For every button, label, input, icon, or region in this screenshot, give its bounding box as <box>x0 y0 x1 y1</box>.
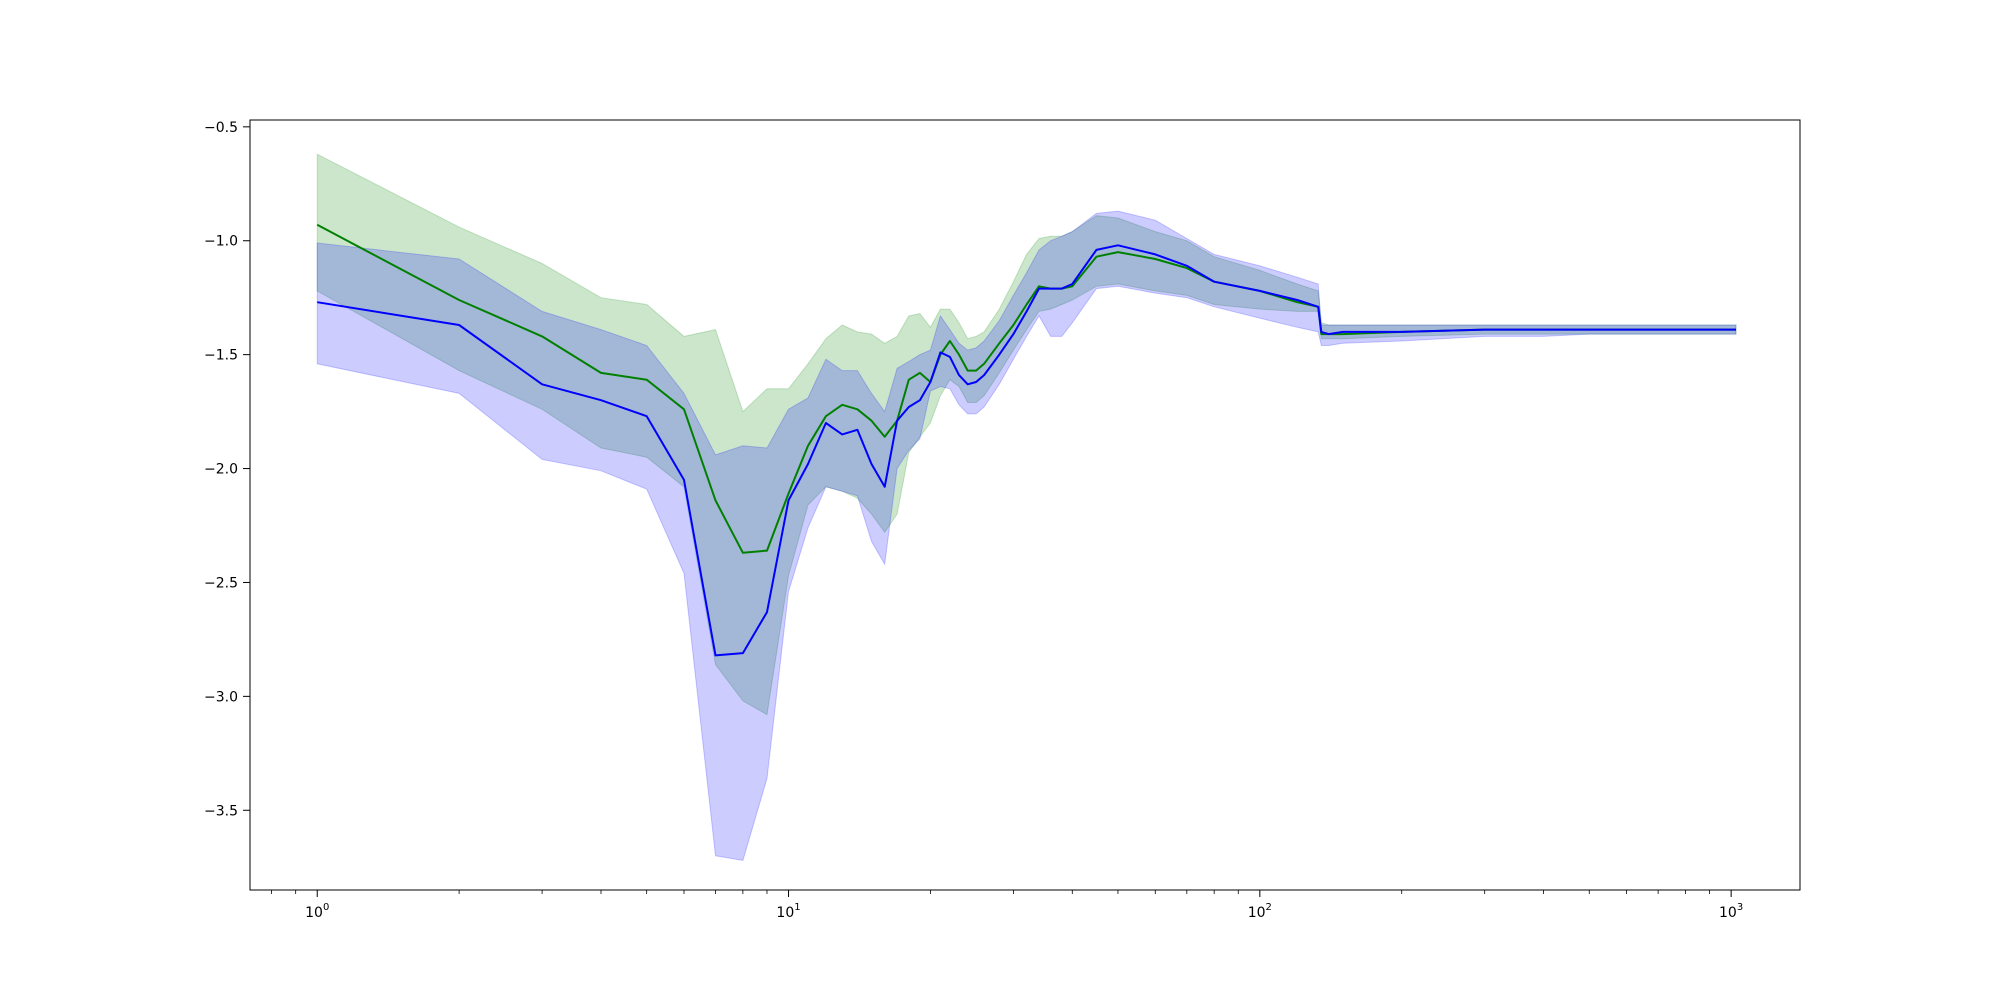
confidence-bands <box>316 153 1737 861</box>
series-lines <box>316 223 1736 657</box>
x-tick-label-exponent: 1 <box>794 902 800 913</box>
series-2-band <box>316 210 1737 861</box>
plot-frame <box>249 119 1801 891</box>
x-tick-label-base: 10 <box>1719 905 1737 921</box>
x-tick-label-base: 10 <box>1248 905 1266 921</box>
y-tick-label: −1.5 <box>204 348 238 364</box>
x-axis: 100 101 102 103 <box>271 890 1743 921</box>
x-tick-label-base: 10 <box>305 905 323 921</box>
x-tick-label: 102 <box>1248 902 1272 921</box>
x-tick-label-base: 10 <box>776 905 794 921</box>
series-1-band <box>316 153 1737 716</box>
y-tick-label: −2.5 <box>204 575 238 591</box>
x-tick-label-exponent: 2 <box>1266 902 1272 913</box>
x-tick-label: 103 <box>1719 902 1743 921</box>
y-tick-label: −0.5 <box>204 120 238 136</box>
x-tick-label-exponent: 3 <box>1737 902 1743 913</box>
y-tick-label: −2.0 <box>204 462 238 478</box>
y-tick-label: −3.5 <box>204 803 238 819</box>
x-tick-label: 100 <box>305 902 329 921</box>
y-axis: −0.5 −1.0 −1.5 −2.0 −2.5 −3.0 −3.5 <box>204 120 250 819</box>
x-tick-label: 101 <box>776 902 800 921</box>
y-tick-label: −3.0 <box>204 689 238 705</box>
x-tick-label-exponent: 0 <box>323 902 329 913</box>
y-tick-label: −1.0 <box>204 234 238 250</box>
series-2-line <box>317 244 1736 657</box>
